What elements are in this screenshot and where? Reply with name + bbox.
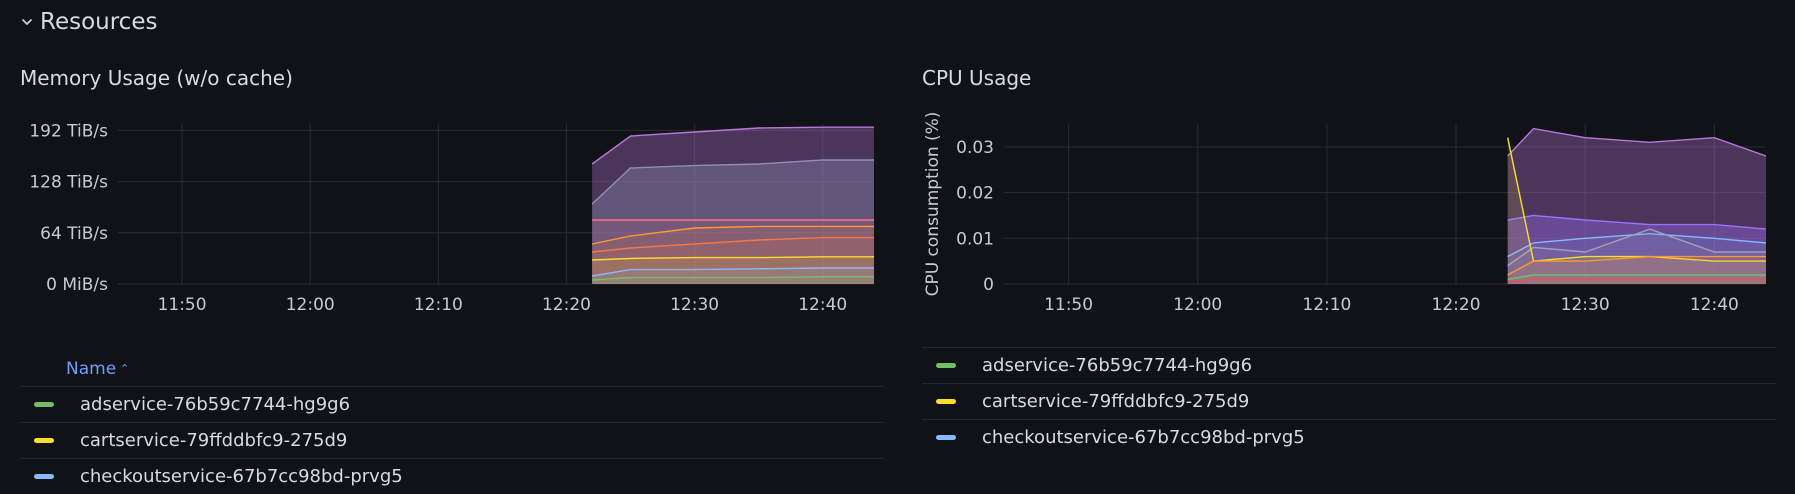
- legend-item[interactable]: cartservice-79ffddbfc9-275d9: [20, 422, 884, 458]
- legend-item-label: adservice-76b59c7744-hg9g6: [80, 394, 351, 415]
- legend-item[interactable]: checkoutservice-67b7cc98bd-prvg5: [20, 458, 884, 494]
- series-line: [592, 236, 874, 253]
- legend-item[interactable]: adservice-76b59c7744-hg9g6: [922, 347, 1776, 383]
- y-tick-label: 0: [983, 275, 994, 295]
- series-line: [1507, 232, 1767, 258]
- legend-item[interactable]: cartservice-79ffddbfc9-275d9: [922, 383, 1776, 419]
- x-tick-label: 12:20: [1432, 295, 1481, 315]
- legend-item-label: checkoutservice-67b7cc98bd-prvg5: [982, 427, 1305, 448]
- memory-usage-chart[interactable]: 192 TiB/s 128 TiB/s 64 TiB/s 0 MiB/s 11:50 12…: [20, 121, 884, 324]
- series-area: [1507, 279, 1766, 284]
- legend-color-swatch: [34, 474, 54, 479]
- panel-title[interactable]: Memory Usage (w/o cache): [20, 66, 293, 90]
- y-tick-label: 0.01: [956, 229, 994, 249]
- x-tick-label: 12:00: [1173, 295, 1222, 315]
- legend-color-swatch: [936, 363, 956, 368]
- sort-ascending-icon: ⌃: [120, 362, 130, 375]
- cpu-usage-panel: CPU Usage 0.03 0.02 0.01 0 11:50 12:00 12:10 12…: [922, 60, 1776, 492]
- x-tick-label: 12:10: [414, 295, 463, 315]
- x-tick-label: 12:10: [1302, 295, 1351, 315]
- legend-color-swatch: [34, 438, 54, 443]
- row-header-resources[interactable]: Resources: [20, 6, 157, 38]
- legend-header-name[interactable]: Name ⌃: [20, 352, 884, 386]
- y-axis-title: CPU consumption (%): [923, 112, 943, 297]
- series-line: [1507, 274, 1766, 281]
- legend-item-label: cartservice-79ffddbfc9-275d9: [80, 430, 348, 451]
- y-tick-label: 0.03: [956, 138, 994, 158]
- y-tick-label: 64 TiB/s: [40, 224, 108, 244]
- cpu-usage-legend: adservice-76b59c7744-hg9g6 cartservice-79…: [922, 347, 1776, 455]
- legend-item-label: adservice-76b59c7744-hg9g6: [982, 355, 1253, 376]
- series-line: [591, 267, 874, 277]
- legend-item[interactable]: checkoutservice-67b7cc98bd-prvg5: [922, 419, 1776, 455]
- memory-usage-panel: Memory Usage (w/o cache) 192 TiB/s 128 Ti…: [20, 60, 884, 492]
- legend-item-label: cartservice-79ffddbfc9-275d9: [982, 391, 1250, 412]
- series-line: [591, 159, 874, 205]
- x-tick-label: 11:50: [158, 295, 207, 315]
- cpu-usage-chart[interactable]: 0.03 0.02 0.01 0 11:50 12:00 12:10 12:20 12:30 12…: [922, 112, 1776, 324]
- series-line: [1507, 137, 1766, 262]
- series-line: [592, 256, 874, 261]
- series-area: [592, 160, 874, 284]
- y-tick-label: 128 TiB/s: [29, 173, 108, 193]
- series-area: [592, 268, 874, 284]
- x-tick-label: 12:00: [286, 295, 335, 315]
- y-tick-label: 192 TiB/s: [29, 121, 108, 141]
- chevron-down-icon[interactable]: [20, 15, 34, 29]
- series-area: [592, 276, 874, 284]
- x-tick-label: 12:30: [670, 295, 719, 315]
- y-tick-label: 0 MiB/s: [46, 275, 108, 295]
- series-line: [592, 276, 874, 281]
- y-tick-label: 0.02: [956, 184, 994, 204]
- series-area: [1507, 256, 1766, 284]
- legend-item[interactable]: adservice-76b59c7744-hg9g6: [20, 386, 884, 422]
- series-line: [1507, 214, 1767, 230]
- series-line: [591, 225, 874, 245]
- panel-title[interactable]: CPU Usage: [922, 66, 1032, 90]
- series-line: [1507, 255, 1766, 276]
- series-line: [1507, 228, 1766, 267]
- series-line: [1507, 127, 1767, 157]
- series-area: [1507, 137, 1766, 284]
- x-tick-label: 12:40: [798, 295, 847, 315]
- series-area: [1507, 233, 1766, 284]
- x-tick-label: 12:20: [542, 295, 591, 315]
- legend-item-label: checkoutservice-67b7cc98bd-prvg5: [80, 466, 403, 487]
- series-area: [1507, 128, 1766, 284]
- row-title: Resources: [40, 9, 158, 35]
- series-line: [1507, 278, 1766, 283]
- legend-color-swatch: [936, 399, 956, 404]
- series-line: [591, 126, 874, 165]
- series-area: [1507, 215, 1766, 284]
- x-tick-label: 12:40: [1690, 295, 1739, 315]
- legend-color-swatch: [936, 435, 956, 440]
- legend-color-swatch: [34, 402, 54, 407]
- x-tick-label: 11:50: [1044, 295, 1093, 315]
- series-area: [592, 237, 874, 284]
- x-tick-label: 12:30: [1561, 295, 1610, 315]
- memory-usage-legend: Name ⌃ adservice-76b59c7744-hg9g6 cartser…: [20, 352, 884, 494]
